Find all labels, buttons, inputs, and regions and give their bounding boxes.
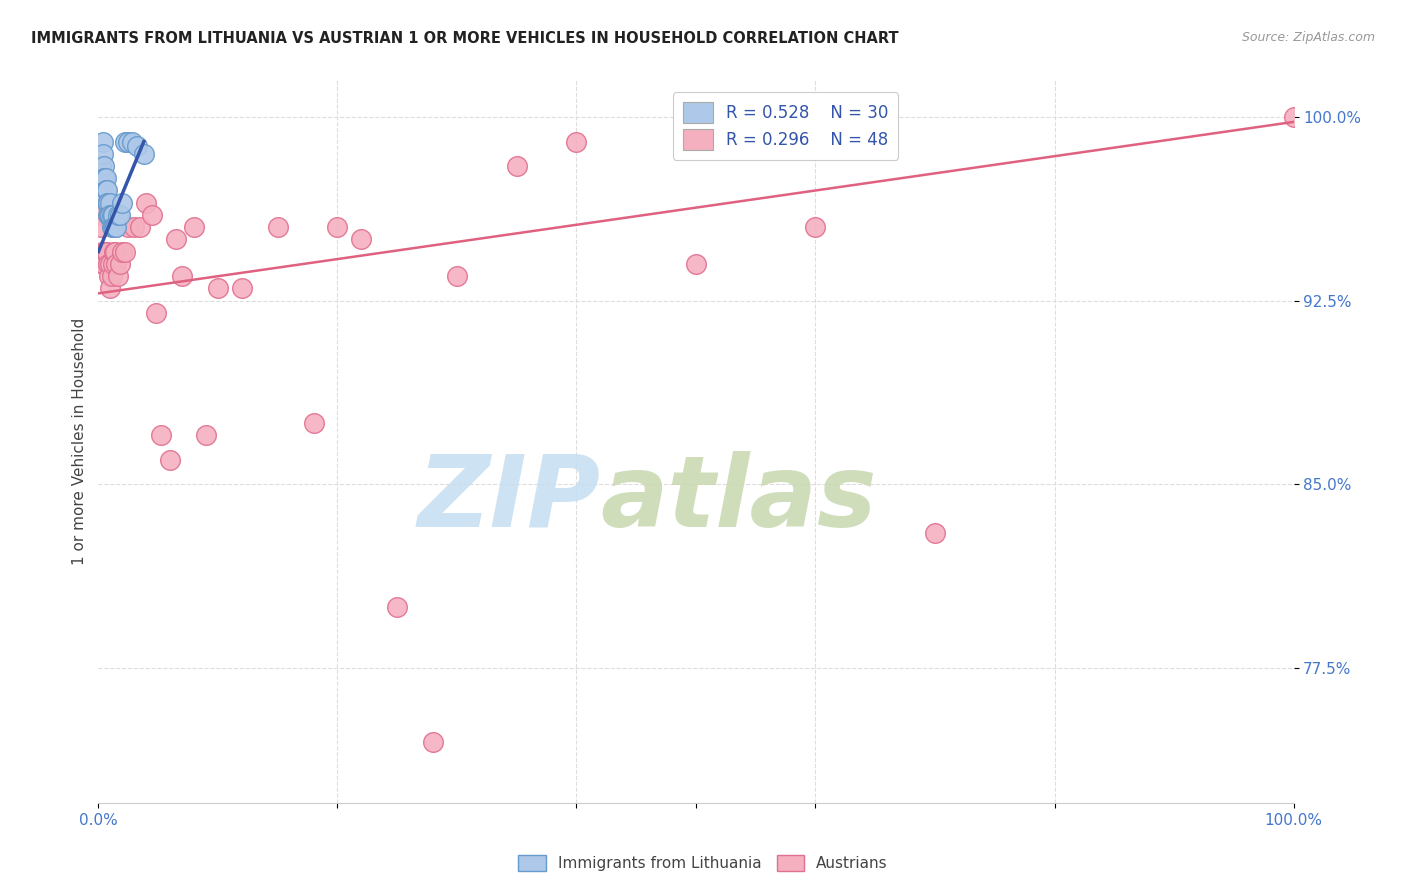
Point (96, 195, 118, 210)
Text: IMMIGRANTS FROM LITHUANIA VS AUSTRIAN 1 OR MORE VEHICLES IN HOUSEHOLD CORRELATIO: IMMIGRANTS FROM LITHUANIA VS AUSTRIAN 1 … (31, 31, 898, 46)
Point (89, 208, 111, 222)
Text: atlas: atlas (600, 450, 877, 548)
Point (105, 257, 128, 271)
Point (231, 281, 253, 295)
Point (90, 159, 112, 173)
Point (135, 195, 157, 210)
Point (149, 428, 172, 442)
Point (804, 220, 827, 235)
Point (165, 232, 187, 246)
Point (96, 184, 118, 198)
Point (103, 220, 125, 235)
Point (97, 257, 120, 271)
Point (96, 244, 118, 259)
Point (100, 208, 122, 222)
Point (422, 734, 444, 748)
Point (91, 171, 114, 186)
Text: Source: ZipAtlas.com: Source: ZipAtlas.com (1241, 31, 1375, 45)
Point (101, 208, 124, 222)
Point (195, 428, 218, 442)
Point (98, 269, 121, 284)
Point (94, 184, 117, 198)
Point (94, 244, 117, 259)
Point (108, 257, 131, 271)
Point (565, 135, 588, 149)
Point (93, 171, 115, 186)
Point (114, 135, 136, 149)
Point (91, 146, 114, 161)
Point (103, 244, 125, 259)
Legend: R = 0.528    N = 30, R = 0.296    N = 48: R = 0.528 N = 30, R = 0.296 N = 48 (672, 92, 898, 160)
Point (93, 257, 115, 271)
Point (350, 232, 373, 246)
Point (90, 220, 112, 235)
Point (98, 208, 122, 222)
Point (1282, 110, 1305, 124)
Point (159, 453, 181, 467)
Point (91, 257, 114, 271)
Point (101, 257, 124, 271)
Point (302, 416, 325, 430)
Point (685, 257, 707, 271)
Y-axis label: 1 or more Vehicles in Household: 1 or more Vehicles in Household (72, 318, 87, 566)
Point (94, 171, 117, 186)
Point (101, 220, 124, 235)
Point (506, 159, 529, 173)
Point (98, 195, 122, 210)
Point (104, 244, 127, 259)
Point (97, 208, 120, 222)
Point (924, 526, 946, 541)
Point (91, 135, 114, 149)
Point (141, 208, 163, 222)
Point (129, 220, 152, 235)
Point (183, 220, 205, 235)
Point (117, 220, 139, 235)
Point (124, 220, 146, 235)
Point (114, 244, 136, 259)
Point (111, 244, 134, 259)
Point (326, 220, 349, 235)
Legend: Immigrants from Lithuania, Austrians: Immigrants from Lithuania, Austrians (512, 849, 894, 877)
Point (267, 220, 290, 235)
Point (104, 220, 127, 235)
Point (121, 135, 143, 149)
Point (100, 220, 122, 235)
Point (91, 244, 114, 259)
Point (107, 269, 129, 284)
Text: ZIP: ZIP (418, 450, 600, 548)
Point (98, 208, 121, 222)
Point (145, 306, 167, 320)
Point (108, 208, 131, 222)
Point (446, 269, 468, 284)
Point (98, 281, 122, 295)
Point (125, 139, 148, 153)
Point (385, 599, 409, 614)
Point (117, 135, 139, 149)
Point (97, 195, 120, 210)
Point (111, 195, 134, 210)
Point (207, 281, 229, 295)
Point (132, 146, 155, 161)
Point (107, 208, 129, 222)
Point (93, 244, 115, 259)
Point (105, 220, 128, 235)
Point (100, 269, 122, 284)
Point (172, 269, 194, 284)
Point (98, 257, 122, 271)
Point (93, 159, 115, 173)
